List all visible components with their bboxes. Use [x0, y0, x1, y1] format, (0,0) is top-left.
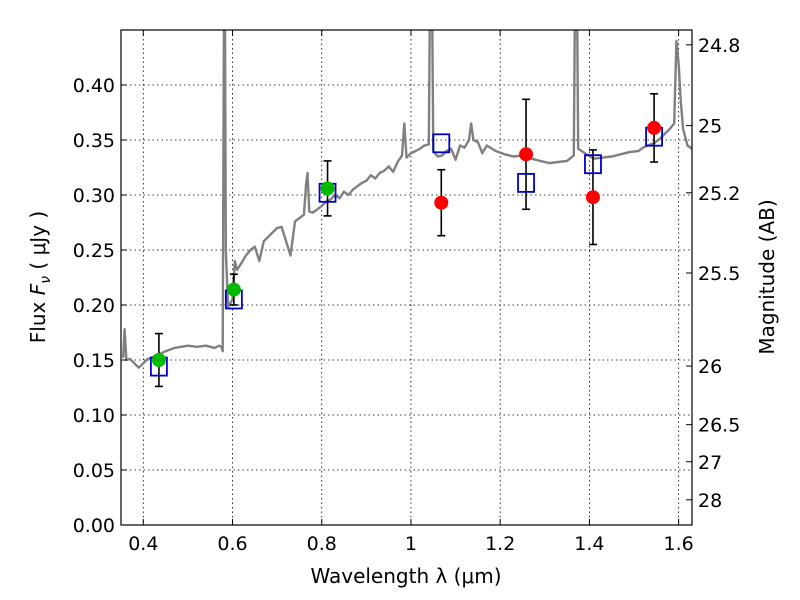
x-tick-label: 1 — [405, 533, 417, 555]
red-photometry-point — [434, 195, 449, 210]
y-tick-label: 0.05 — [73, 460, 115, 482]
mag-tick-label: 25 — [698, 116, 722, 138]
x-axis: 0.4 0.6 0.8 1 1.2 1.4 1.6 — [128, 30, 694, 555]
y-tick-label: 0.25 — [73, 240, 115, 262]
x-tick-label: 1.4 — [574, 533, 604, 555]
red-photometry-point — [647, 120, 662, 135]
red-photometry-point — [585, 190, 600, 205]
plot-background — [121, 30, 692, 525]
plot-area — [122, 30, 692, 388]
y-tick-label: 0.30 — [73, 185, 115, 207]
mag-tick-label: 26 — [698, 356, 722, 378]
mag-tick-label: 26.5 — [698, 415, 740, 437]
y-tick-label: 0.10 — [73, 405, 115, 427]
green-photometry-point — [320, 181, 335, 196]
y-tick-label: 0.20 — [73, 295, 115, 317]
green-photometry-point — [151, 353, 166, 367]
x-axis-title: Wavelength λ (μm) — [310, 564, 501, 588]
x-tick-label: 1.2 — [485, 533, 515, 555]
mag-tick-label: 27 — [698, 452, 722, 474]
mag-tick-label: 25.5 — [698, 263, 740, 285]
x-tick-label: 1.6 — [664, 533, 694, 555]
y-tick-label: 0.00 — [73, 515, 115, 537]
green-photometry-point — [226, 282, 241, 297]
y-axis-left: 0.00 0.05 0.10 0.15 0.20 0.25 0.30 0.35 0.40 — [73, 75, 127, 537]
y-tick-label: 0.15 — [73, 350, 115, 372]
x-tick-label: 0.6 — [217, 533, 247, 555]
red-photometry-point — [519, 147, 534, 162]
model-photometry-square — [432, 133, 451, 154]
model-photometry-square — [584, 154, 602, 175]
y-axis-right: 24.8 25 25.2 25.5 26 26.5 27 28 — [686, 35, 740, 512]
y-tick-label: 0.40 — [73, 75, 115, 97]
mag-tick-label: 25.2 — [698, 183, 740, 205]
grid — [121, 30, 692, 526]
y2-axis-title: Magnitude (AB) — [755, 199, 779, 354]
plot-frame — [120, 29, 693, 526]
mag-tick-label: 24.8 — [698, 35, 740, 57]
x-tick-label: 0.4 — [128, 533, 158, 555]
x-tick-label: 0.8 — [307, 533, 337, 555]
model-photometry-square — [517, 172, 535, 193]
y-tick-label: 0.35 — [73, 130, 115, 152]
mag-tick-label: 28 — [698, 490, 722, 512]
model-spectrum-line — [122, 30, 692, 369]
y-axis-title: Flux Fν ( μJy ) — [26, 211, 54, 343]
